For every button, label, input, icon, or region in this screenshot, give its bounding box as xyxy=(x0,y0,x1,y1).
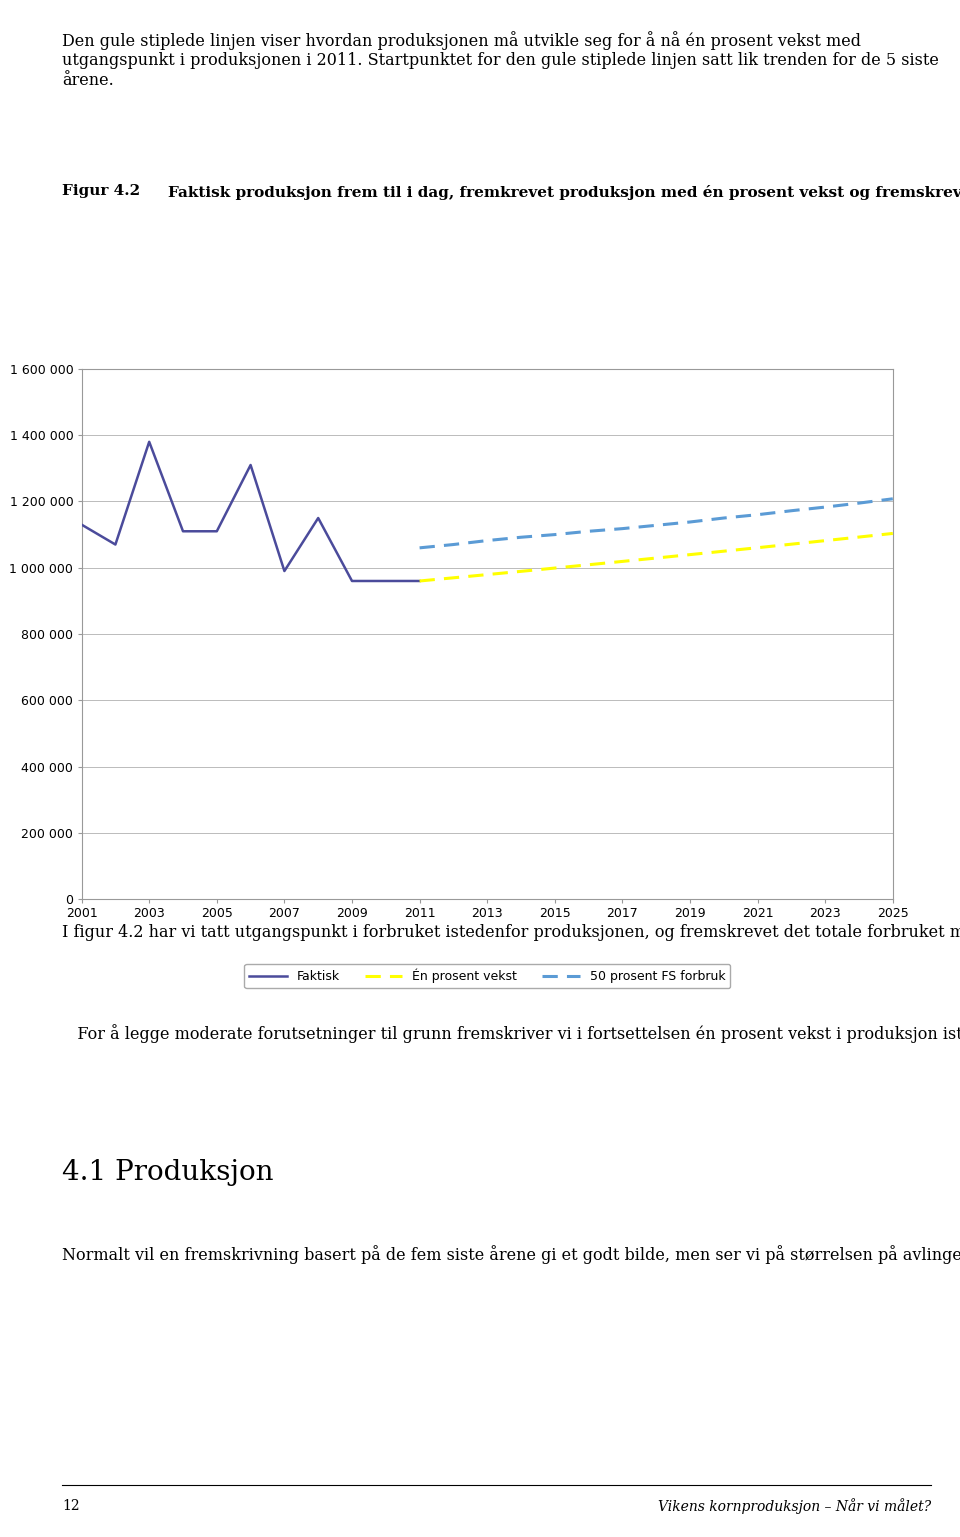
50 prosent FS forbruk xyxy=(583,523,594,541)
Én prosent vekst xyxy=(718,543,730,561)
Én prosent vekst xyxy=(853,527,865,546)
Faktisk xyxy=(178,523,189,541)
Faktisk xyxy=(211,523,223,541)
Text: Faktisk produksjon frem til i dag, fremkrevet produksjon med én prosent vekst og: Faktisk produksjon frem til i dag, fremk… xyxy=(168,184,960,200)
Én prosent vekst xyxy=(549,559,561,578)
Line: Faktisk: Faktisk xyxy=(82,441,420,581)
Faktisk xyxy=(312,509,324,527)
Line: 50 prosent FS forbruk: 50 prosent FS forbruk xyxy=(420,500,893,547)
50 prosent FS forbruk xyxy=(853,493,865,512)
Én prosent vekst xyxy=(414,572,425,590)
Én prosent vekst xyxy=(887,524,899,543)
Faktisk xyxy=(278,563,290,581)
50 prosent FS forbruk xyxy=(516,529,527,547)
Text: 4.1 Produksjon: 4.1 Produksjon xyxy=(62,1159,274,1187)
Én prosent vekst xyxy=(651,549,662,567)
Text: Figur 4.2: Figur 4.2 xyxy=(62,184,140,198)
Én prosent vekst xyxy=(616,552,628,570)
Én prosent vekst xyxy=(785,535,797,553)
Faktisk xyxy=(109,535,121,553)
Text: For å legge moderate forutsetninger til grunn fremskriver vi i fortsettelsen én : For å legge moderate forutsetninger til … xyxy=(62,1024,960,1042)
50 prosent FS forbruk xyxy=(820,498,831,516)
Faktisk xyxy=(347,572,358,590)
Én prosent vekst xyxy=(482,566,493,584)
Faktisk xyxy=(76,515,87,533)
50 prosent FS forbruk xyxy=(752,506,763,524)
Faktisk xyxy=(245,456,256,475)
50 prosent FS forbruk xyxy=(887,490,899,509)
50 prosent FS forbruk xyxy=(447,535,459,553)
50 prosent FS forbruk xyxy=(651,516,662,535)
Text: Den gule stiplede linjen viser hvordan produksjonen må utvikle seg for å nå én p: Den gule stiplede linjen viser hvordan p… xyxy=(62,31,939,89)
Én prosent vekst xyxy=(447,569,459,587)
Én prosent vekst xyxy=(516,563,527,581)
Text: Normalt vil en fremskrivning basert på de fem siste årene gi et godt bilde, men : Normalt vil en fremskrivning basert på d… xyxy=(62,1245,960,1263)
50 prosent FS forbruk xyxy=(482,532,493,550)
Text: Vikens kornproduksjon – Når vi målet?: Vikens kornproduksjon – Når vi målet? xyxy=(658,1499,931,1514)
50 prosent FS forbruk xyxy=(616,520,628,538)
Én prosent vekst xyxy=(583,555,594,573)
Faktisk xyxy=(414,572,425,590)
50 prosent FS forbruk xyxy=(785,501,797,520)
50 prosent FS forbruk xyxy=(718,509,730,527)
50 prosent FS forbruk xyxy=(549,526,561,544)
50 prosent FS forbruk xyxy=(414,538,425,556)
Text: 12: 12 xyxy=(62,1499,80,1514)
Line: Én prosent vekst: Én prosent vekst xyxy=(420,533,893,581)
50 prosent FS forbruk xyxy=(684,513,696,532)
Én prosent vekst xyxy=(684,546,696,564)
Faktisk xyxy=(143,432,155,450)
Legend: Faktisk, Én prosent vekst, 50 prosent FS forbruk: Faktisk, Én prosent vekst, 50 prosent FS… xyxy=(244,964,731,988)
Én prosent vekst xyxy=(752,538,763,556)
Én prosent vekst xyxy=(820,532,831,550)
Text: I figur 4.2 har vi tatt utgangspunkt i forbruket istedenfor produksjonen, og fre: I figur 4.2 har vi tatt utgangspunkt i f… xyxy=(62,922,960,941)
Faktisk xyxy=(380,572,392,590)
